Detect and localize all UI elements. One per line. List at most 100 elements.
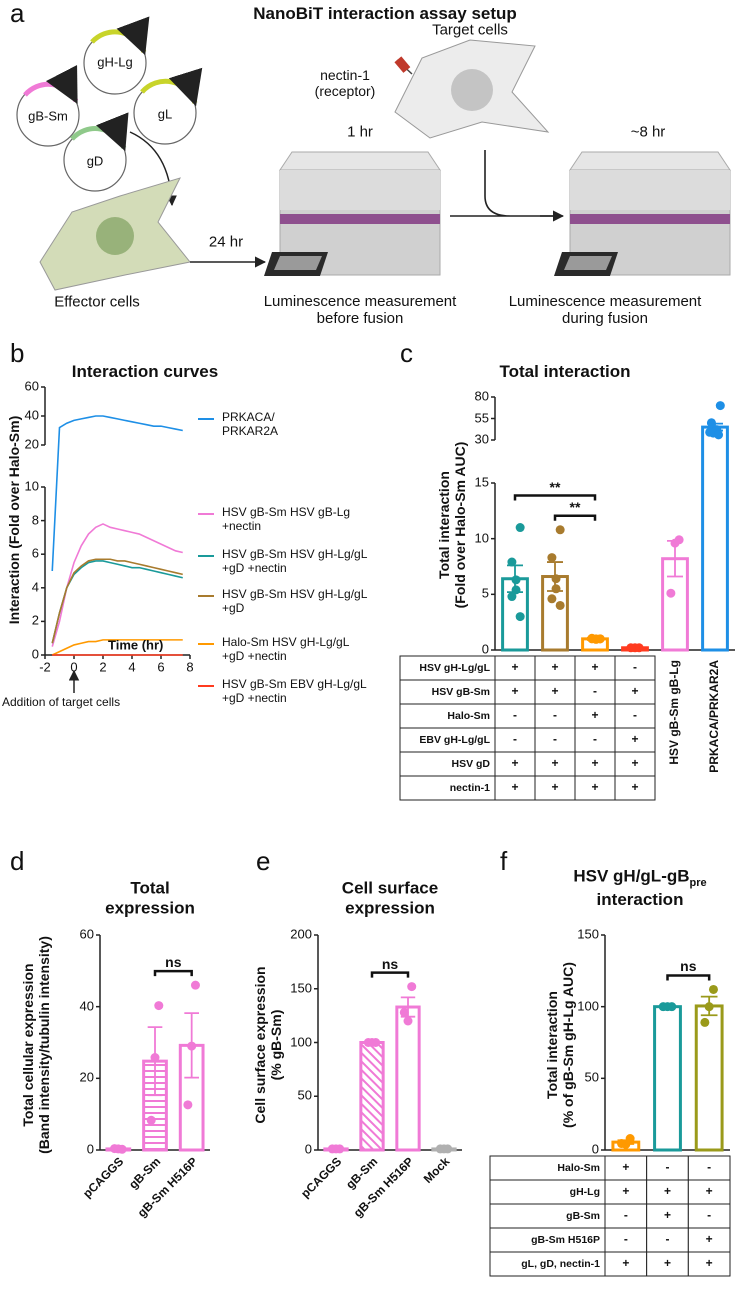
- table-cell-text: +: [551, 660, 559, 675]
- title-part: HSV gH/gL-gB: [573, 866, 690, 886]
- target-nucleus: [451, 69, 493, 111]
- legend-label: PRKACA/ PRKAR2A: [222, 410, 279, 438]
- table-cell: [534, 679, 576, 705]
- y-tick-label: 10: [474, 530, 489, 546]
- y-tick-label: 0: [31, 646, 39, 662]
- series-line: [51, 560, 183, 644]
- plasmid-genes: [90, 16, 150, 56]
- series-line: [51, 558, 183, 644]
- data-point: [547, 594, 557, 604]
- table-cell: [614, 679, 656, 705]
- table-cell-text: +: [551, 756, 559, 771]
- table-cell-text: +: [705, 1184, 713, 1199]
- bar: [395, 1005, 421, 1152]
- chart-title: interaction: [596, 890, 684, 910]
- table-cell-text: +: [622, 1160, 630, 1175]
- y-tick-label: 30: [474, 431, 489, 447]
- table-cell: [646, 1179, 689, 1205]
- table-cell: [574, 655, 616, 681]
- y-tick-label: 10: [24, 478, 39, 494]
- data-point: [511, 585, 521, 595]
- chart-title: Total expression: [105, 878, 195, 917]
- table-cell-text: -: [665, 1160, 670, 1175]
- x-axis-label: Time (hr): [108, 637, 164, 653]
- significance-bracket: [513, 494, 597, 501]
- table-row-label: Halo-Sm: [447, 709, 490, 722]
- table-cell: [604, 1155, 648, 1181]
- y-tick-label: 100: [577, 998, 599, 1014]
- y-tick-label: 2: [31, 612, 39, 628]
- step-label: Luminescence measurement before fusion: [263, 292, 457, 327]
- data-point: [511, 575, 521, 585]
- table-cell-text: -: [593, 732, 597, 747]
- table-cell: [687, 1203, 731, 1229]
- series-line: [51, 523, 183, 647]
- chart-title: Cell surface expression: [341, 878, 439, 917]
- table-row-label: nectin-1: [449, 781, 490, 794]
- data-point: [715, 401, 725, 411]
- data-point: [407, 982, 417, 992]
- significance-bracket: [153, 969, 193, 977]
- data-point: [507, 592, 517, 602]
- legend-label: HSV gB-Sm EBV gH-Lg/gL +gD +nectin: [222, 677, 367, 705]
- data-point: [154, 1001, 164, 1011]
- chart-title: Total interaction: [499, 362, 631, 382]
- table-cell-text: +: [663, 1256, 672, 1271]
- data-point: [403, 1016, 413, 1026]
- table-row-label: gL, gD, nectin-1: [521, 1257, 600, 1270]
- data-point: [700, 1017, 710, 1027]
- table-cell: [574, 775, 616, 801]
- x-tick-label: 0: [70, 659, 78, 675]
- arrow: [450, 150, 560, 217]
- table-cell-text: +: [622, 1256, 630, 1271]
- data-point: [595, 634, 605, 644]
- table-cell-text: -: [553, 732, 557, 747]
- x-tick-label: 2: [99, 659, 107, 675]
- step-label: Luminescence measurement during fusion: [508, 292, 702, 327]
- significance-bracket: [666, 974, 711, 981]
- significance-bracket: [370, 971, 410, 978]
- cell-label: Target cells: [432, 21, 508, 39]
- table-row-label: HSV gH-Lg/gL: [419, 661, 490, 674]
- y-tick-label: 5: [481, 585, 489, 601]
- table-cell: [489, 1203, 606, 1229]
- y-tick-label: 20: [24, 436, 39, 452]
- y-tick-label: 8: [31, 512, 39, 528]
- table-cell-text: +: [663, 1184, 672, 1199]
- data-point: [515, 612, 525, 622]
- significance-label: ns: [381, 955, 399, 972]
- data-point: [150, 1053, 160, 1063]
- significance-label: **: [549, 478, 561, 495]
- y-tick-label: 4: [31, 579, 39, 595]
- plasmid-genes: [23, 16, 203, 152]
- table-cell-text: +: [511, 660, 519, 675]
- table-cell-text: +: [511, 684, 519, 699]
- luminometer: [553, 151, 731, 277]
- table-cell-text: +: [591, 756, 599, 771]
- receptor: [394, 56, 411, 73]
- y-tick-label: 50: [297, 1087, 312, 1103]
- x-tick-label: 6: [157, 659, 165, 675]
- table-cell: [399, 727, 496, 753]
- effector-nucleus: [96, 217, 134, 255]
- table-cell-text: -: [633, 660, 637, 675]
- y-tick-label: 20: [79, 1069, 94, 1085]
- panel-label: d: [10, 846, 25, 877]
- category-label: HSV gB-Sm gB-Lg: [667, 660, 682, 765]
- table-row-label: gB-Sm: [566, 1209, 600, 1222]
- series-line: [51, 639, 183, 656]
- bar: [701, 425, 729, 652]
- data-point: [666, 588, 676, 598]
- significance-label: ns: [165, 954, 182, 971]
- data-point: [706, 418, 716, 428]
- time-label: ~8 hr: [630, 123, 666, 141]
- data-point: [551, 574, 561, 584]
- chart-title: HSV gH/gL-gBpre: [573, 866, 706, 889]
- x-tick-label: 8: [186, 659, 194, 675]
- data-point: [617, 1139, 627, 1149]
- significance-bracket: [553, 514, 597, 521]
- table-row-label: gB-Sm H516P: [531, 1233, 600, 1246]
- data-point: [704, 1002, 714, 1012]
- panel-label: f: [500, 846, 508, 877]
